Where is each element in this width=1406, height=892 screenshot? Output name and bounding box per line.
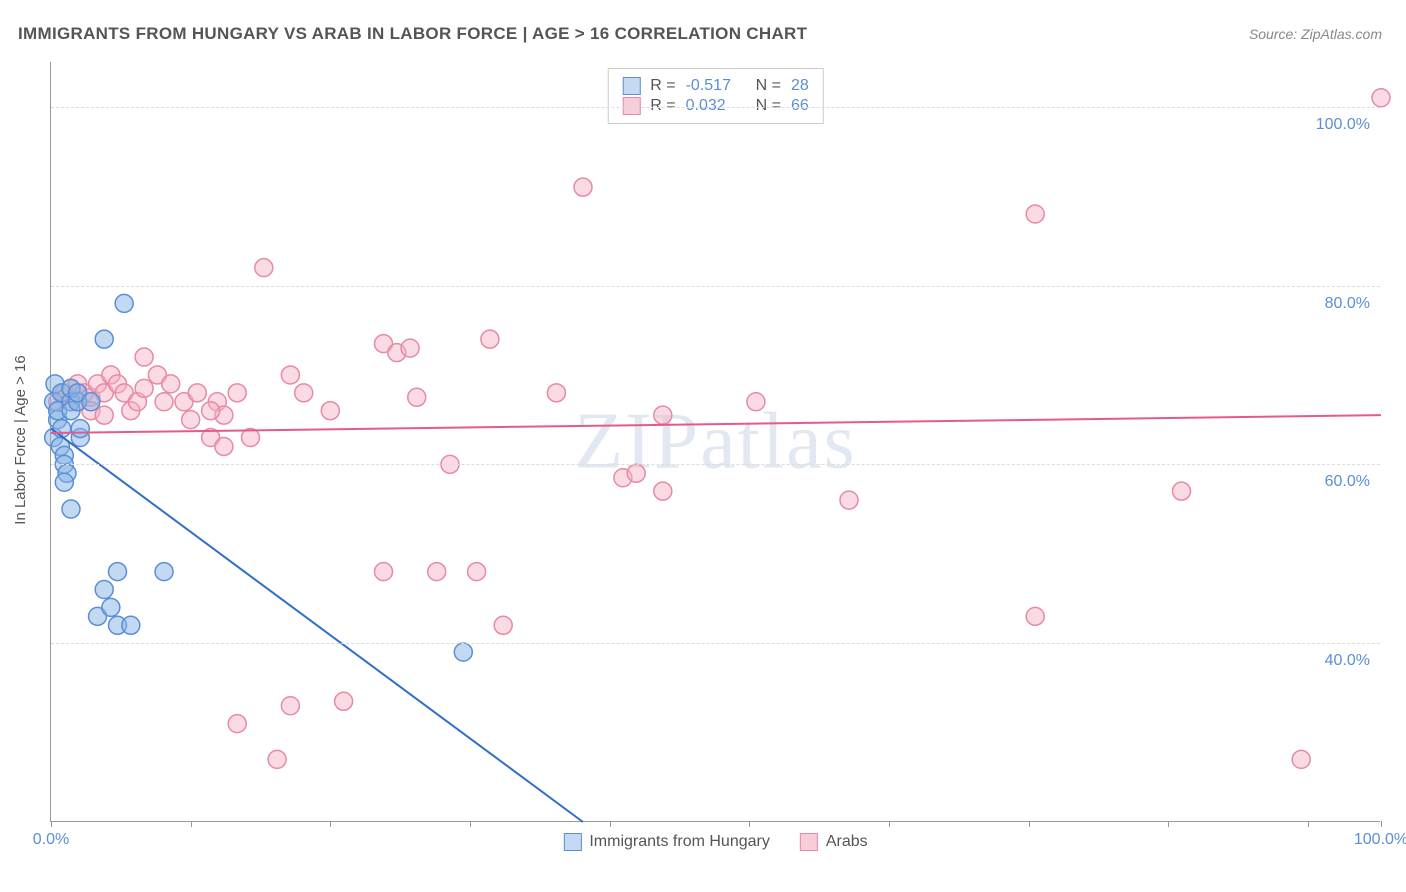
chart-title: IMMIGRANTS FROM HUNGARY VS ARAB IN LABOR… xyxy=(18,24,807,44)
data-point xyxy=(228,715,246,733)
n-label: N = xyxy=(756,77,781,95)
data-point xyxy=(1173,482,1191,500)
x-tick xyxy=(749,821,750,827)
data-point xyxy=(122,616,140,634)
data-point xyxy=(115,294,133,312)
chart-container: IMMIGRANTS FROM HUNGARY VS ARAB IN LABOR… xyxy=(0,0,1406,892)
data-point xyxy=(202,402,220,420)
data-point xyxy=(71,420,89,438)
x-tick xyxy=(1381,821,1382,827)
y-tick-label: 80.0% xyxy=(1325,295,1370,313)
data-point xyxy=(295,384,313,402)
x-tick xyxy=(889,821,890,827)
y-tick-label: 40.0% xyxy=(1325,652,1370,670)
data-point xyxy=(1292,750,1310,768)
data-point xyxy=(135,348,153,366)
correlation-legend: R = -0.517 N = 28 R = 0.032 N = 66 xyxy=(607,68,823,124)
x-tick xyxy=(330,821,331,827)
data-point xyxy=(95,581,113,599)
legend-row: R = -0.517 N = 28 xyxy=(622,77,808,95)
gridline xyxy=(51,464,1380,465)
data-point xyxy=(188,384,206,402)
series-legend: Immigrants from Hungary Arabs xyxy=(563,833,867,851)
data-point xyxy=(321,402,339,420)
data-point xyxy=(95,406,113,424)
data-point xyxy=(55,473,73,491)
legend-label: Immigrants from Hungary xyxy=(589,833,770,851)
data-point xyxy=(747,393,765,411)
data-point xyxy=(53,420,71,438)
legend-label: Arabs xyxy=(826,833,868,851)
data-point xyxy=(401,339,419,357)
data-point xyxy=(268,750,286,768)
gridline xyxy=(51,643,1380,644)
legend-item: Immigrants from Hungary xyxy=(563,833,770,851)
data-point xyxy=(102,598,120,616)
trend-line xyxy=(51,415,1381,433)
x-tick xyxy=(51,821,52,827)
data-point xyxy=(1026,205,1044,223)
legend-item: Arabs xyxy=(800,833,868,851)
y-tick-label: 60.0% xyxy=(1325,473,1370,491)
gridline xyxy=(51,286,1380,287)
data-point xyxy=(1372,89,1390,107)
data-point xyxy=(654,482,672,500)
x-tick-label: 100.0% xyxy=(1354,831,1406,849)
data-point xyxy=(547,384,565,402)
data-point xyxy=(840,491,858,509)
x-tick-label: 0.0% xyxy=(33,831,69,849)
data-point xyxy=(155,563,173,581)
data-point xyxy=(468,563,486,581)
data-point xyxy=(428,563,446,581)
data-point xyxy=(215,437,233,455)
data-point xyxy=(1026,607,1044,625)
plot-area: ZIPatlas R = -0.517 N = 28 R = 0.032 N =… xyxy=(50,62,1380,822)
legend-swatch-icon xyxy=(563,833,581,851)
x-tick xyxy=(1168,821,1169,827)
data-point xyxy=(454,643,472,661)
data-point xyxy=(627,464,645,482)
n-value: 28 xyxy=(791,77,809,95)
r-label: R = xyxy=(650,77,675,95)
data-point xyxy=(335,692,353,710)
scatter-plot xyxy=(51,62,1380,821)
data-point xyxy=(162,375,180,393)
data-point xyxy=(228,384,246,402)
data-point xyxy=(95,330,113,348)
data-point xyxy=(62,500,80,518)
data-point xyxy=(654,406,672,424)
y-axis-title: In Labor Force | Age > 16 xyxy=(12,355,29,524)
x-tick xyxy=(610,821,611,827)
gridline xyxy=(51,107,1380,108)
data-point xyxy=(281,366,299,384)
x-tick xyxy=(470,821,471,827)
data-point xyxy=(82,393,100,411)
data-point xyxy=(155,393,173,411)
data-point xyxy=(255,259,273,277)
y-tick-label: 100.0% xyxy=(1316,116,1370,134)
x-tick xyxy=(1308,821,1309,827)
data-point xyxy=(281,697,299,715)
data-point xyxy=(182,411,200,429)
legend-swatch-icon xyxy=(800,833,818,851)
r-value: -0.517 xyxy=(686,77,740,95)
data-point xyxy=(494,616,512,634)
data-point xyxy=(574,178,592,196)
data-point xyxy=(109,563,127,581)
data-point xyxy=(135,379,153,397)
data-point xyxy=(481,330,499,348)
source-attribution: Source: ZipAtlas.com xyxy=(1249,26,1382,42)
x-tick xyxy=(1029,821,1030,827)
legend-swatch-icon xyxy=(622,77,640,95)
data-point xyxy=(408,388,426,406)
x-tick xyxy=(191,821,192,827)
data-point xyxy=(375,563,393,581)
